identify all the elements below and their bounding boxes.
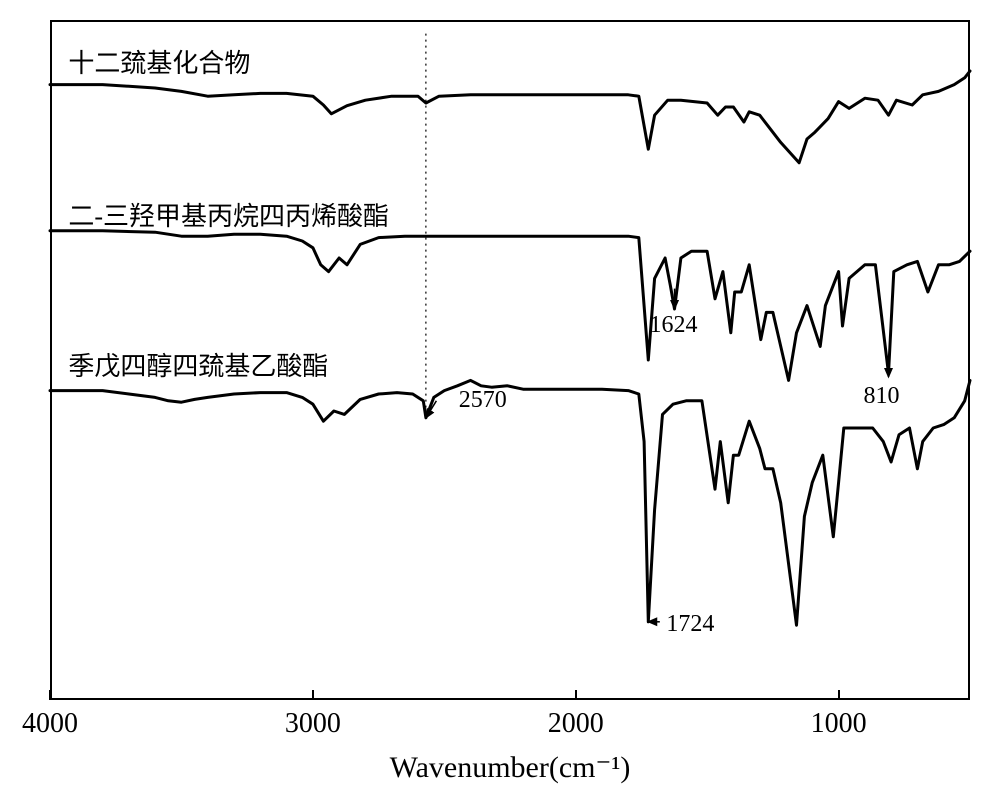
spectrum-line [50, 71, 970, 163]
x-tick-label: 3000 [285, 708, 341, 740]
peak-label: 1724 [666, 611, 714, 638]
x-tick-label: 2000 [548, 708, 604, 740]
x-tick-label: 1000 [811, 708, 867, 740]
x-tick [838, 690, 840, 700]
spectrum-line [50, 380, 970, 625]
series-label: 季戊四醇四巯基乙酸酯 [68, 346, 328, 383]
x-axis-label: Wavenumber(cm⁻¹) [390, 750, 631, 785]
series-label: 十二巯基化合物 [68, 43, 250, 80]
x-tick [575, 690, 577, 700]
peak-label: 2570 [459, 387, 507, 414]
series-label: 二-三羟甲基丙烷四丙烯酸酯 [68, 196, 389, 233]
peak-label: 1624 [650, 312, 698, 339]
x-tick [49, 690, 51, 700]
x-tick-label: 4000 [22, 708, 78, 740]
peak-label: 810 [864, 383, 900, 410]
chart-container: Wavenumber(cm⁻¹) 4000 3000 2000 1000 2570 162… [0, 0, 1000, 803]
x-tick [312, 690, 314, 700]
